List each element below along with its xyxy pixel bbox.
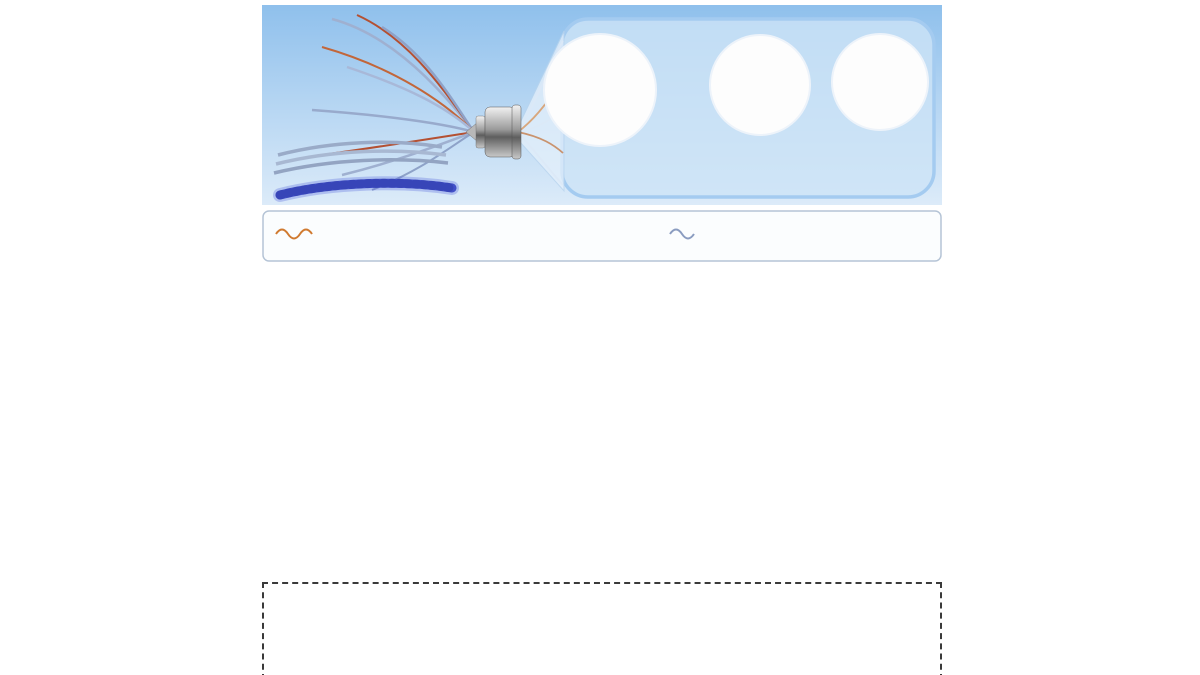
spinneret-icon: [465, 104, 522, 160]
fracture-images: [264, 584, 940, 675]
molecule-strip: [262, 210, 942, 262]
magnifier-circle-1: [543, 33, 657, 147]
dynamic-toughness-3d-chart: [256, 270, 601, 570]
strength-strain-rate-chart: [612, 270, 942, 570]
magnifier-circle-2: [709, 34, 811, 136]
charts-row: [262, 270, 942, 570]
magnifier-circle-3: [831, 33, 929, 131]
dispersed-fibers: [273, 140, 449, 175]
process-illustration: [262, 5, 942, 205]
figure-content: [262, 5, 942, 675]
fracture-morphology-box: [262, 582, 942, 675]
swnt-squiggle-icon: [669, 228, 695, 240]
ohaf-squiggle-icon: [275, 228, 313, 240]
swnt-dispersion-fiber: [273, 176, 459, 202]
strip-frame: [262, 210, 942, 262]
